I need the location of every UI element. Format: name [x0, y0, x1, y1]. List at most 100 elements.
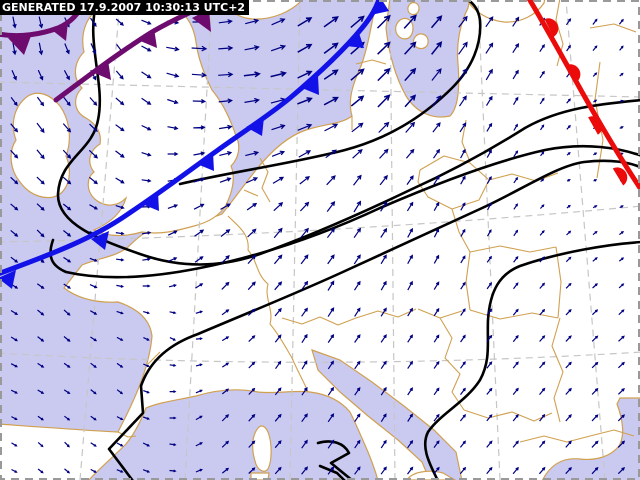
wind-vector-arrow	[89, 257, 98, 262]
wind-vector-arrow	[195, 389, 203, 394]
wind-vector-arrow	[539, 361, 546, 369]
wind-vector-arrow	[323, 16, 339, 28]
wind-vector-arrow	[431, 68, 442, 81]
wind-vector-arrow	[354, 386, 361, 396]
wind-vector-arrow	[380, 386, 387, 396]
wind-vector-arrow	[195, 363, 203, 367]
wind-vector-arrow	[566, 204, 571, 209]
wind-vector-arrow	[37, 69, 44, 81]
wind-vector-arrow	[431, 95, 442, 107]
wind-vector-arrow	[565, 256, 572, 263]
wind-vector-arrow	[275, 360, 282, 370]
island-polygon	[252, 425, 272, 472]
wind-vector-arrow	[300, 280, 309, 291]
wind-vector-arrow	[460, 281, 466, 290]
wind-vector-arrow	[539, 440, 546, 448]
wind-vector-arrow	[354, 334, 361, 343]
wind-vector-arrow	[593, 99, 598, 103]
wind-vector-arrow	[90, 362, 97, 369]
wind-vector-arrow	[539, 256, 545, 263]
wind-vector-arrow	[167, 151, 179, 157]
wind-vector-arrow	[539, 387, 546, 395]
wind-vector-arrow	[141, 231, 152, 235]
wind-vector-arrow	[350, 68, 365, 81]
wind-vector-arrow	[618, 257, 625, 262]
wind-vector-arrow	[116, 284, 125, 288]
country-border	[355, 59, 387, 65]
country-border	[243, 157, 271, 203]
cold-front-triangle	[302, 76, 319, 95]
wind-vector-arrow	[458, 15, 468, 28]
wind-vector-arrow	[487, 202, 492, 211]
wind-vector-arrow	[354, 360, 361, 370]
wind-vector-arrow	[378, 121, 390, 133]
wind-vector-arrow	[220, 229, 231, 237]
wind-vector-arrow	[63, 283, 71, 289]
wind-vector-arrow	[407, 334, 414, 343]
wind-vector-arrow	[248, 335, 256, 343]
wind-vector-arrow	[10, 203, 19, 211]
wind-vector-arrow	[115, 124, 125, 132]
wind-vector-arrow	[460, 361, 466, 369]
wind-vector-arrow	[297, 97, 313, 105]
wind-vector-arrow	[10, 176, 19, 185]
wind-vector-arrow	[327, 280, 335, 291]
wind-vector-arrow	[63, 362, 71, 368]
wind-vector-arrow	[407, 254, 413, 264]
wind-vector-arrow	[353, 200, 362, 213]
wind-vector-arrow	[565, 387, 572, 395]
wind-vector-arrow	[37, 389, 45, 394]
wind-vector-arrow	[142, 416, 151, 420]
isobar-line	[107, 159, 640, 480]
wind-vector-arrow	[247, 254, 257, 265]
wind-vector-arrow	[116, 336, 124, 341]
wind-vector-arrow	[191, 45, 208, 52]
wind-vector-arrow	[433, 228, 440, 238]
wind-vector-arrow	[327, 386, 335, 396]
wind-vector-arrow	[219, 151, 233, 156]
front-layer	[0, 0, 640, 289]
wind-vector-arrow	[486, 334, 493, 343]
wind-vector-arrow	[141, 71, 152, 79]
wind-vector-arrow	[379, 148, 389, 159]
wind-vector-arrow	[141, 178, 152, 183]
wind-vector-arrow	[404, 94, 417, 108]
wind-vector-arrow	[565, 440, 572, 448]
country-border	[451, 208, 471, 253]
wind-vector-arrow	[512, 43, 520, 54]
wind-vector-arrow	[167, 98, 179, 105]
wind-vector-arrow	[274, 440, 282, 449]
warm-front-scallop	[566, 64, 581, 83]
wind-vector-arrow	[220, 203, 232, 210]
wind-vector-arrow	[431, 41, 443, 55]
wind-vector-arrow	[37, 309, 45, 316]
wind-vector-arrow	[539, 97, 545, 105]
wind-vector-arrow	[592, 72, 598, 77]
wind-vector-arrow	[512, 96, 519, 106]
wind-vector-arrow	[62, 123, 72, 133]
wind-vector-arrow	[90, 389, 97, 395]
wind-vector-arrow	[64, 441, 70, 448]
wind-vector-arrow	[619, 99, 624, 103]
wind-vector-arrow	[299, 201, 310, 212]
wind-vector-arrow	[460, 255, 466, 264]
wind-vector-arrow	[617, 388, 625, 395]
wind-vector-arrow	[512, 16, 520, 27]
wind-vector-arrow	[246, 202, 258, 211]
wind-vector-arrow	[64, 468, 71, 474]
wind-vector-arrow	[143, 337, 150, 341]
wind-vector-arrow	[380, 254, 387, 265]
wind-vector-arrow	[219, 177, 232, 183]
wind-vector-arrow	[485, 16, 494, 28]
wind-vector-arrow	[592, 45, 598, 51]
wind-vector-arrow	[221, 388, 230, 395]
wind-vector-arrow	[486, 122, 493, 132]
wind-vector-arrow	[539, 204, 545, 209]
wind-vector-arrow	[354, 413, 361, 423]
country-border	[465, 245, 562, 320]
wind-vector-arrow	[36, 176, 45, 185]
wind-vector-arrow	[195, 310, 204, 314]
wind-vector-arrow	[380, 201, 388, 212]
